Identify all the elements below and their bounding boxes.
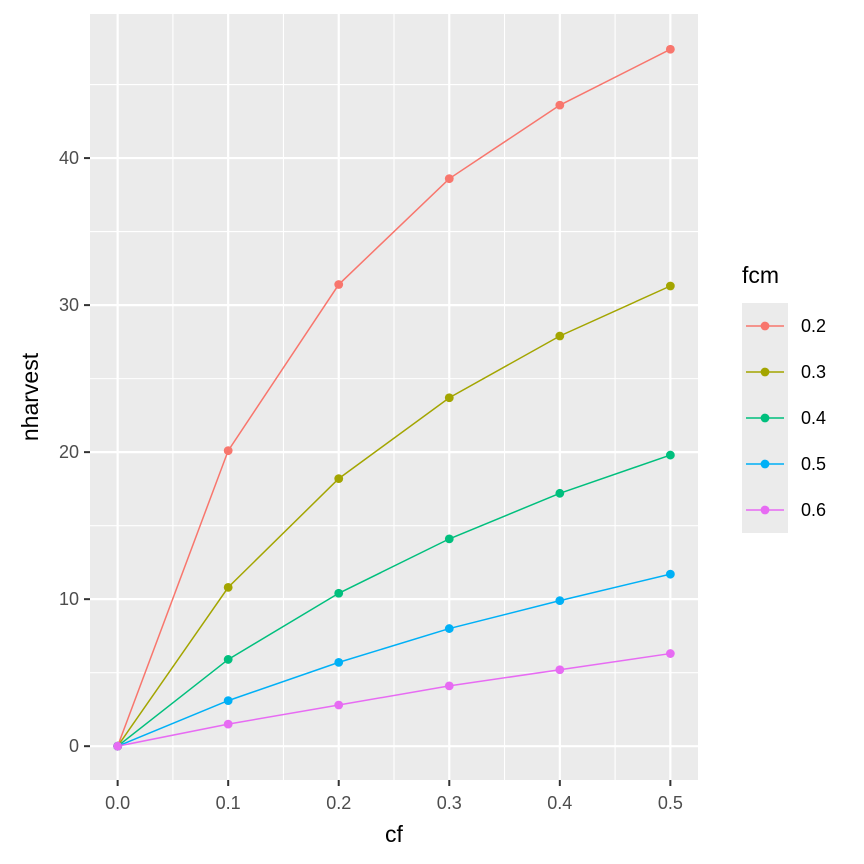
x-axis-title: cf	[385, 821, 404, 847]
series-points	[113, 44, 675, 751]
data-point	[444, 681, 454, 691]
data-point	[444, 393, 454, 403]
y-tick-label: 30	[59, 295, 79, 315]
data-point	[665, 450, 675, 460]
data-point	[555, 665, 565, 675]
legend: fcm 0.2 0.3 0.4 0.5 0.6	[742, 262, 826, 533]
series-line-0.5	[117, 573, 671, 747]
y-tick-label: 0	[69, 736, 79, 756]
y-tick-label: 40	[59, 148, 79, 168]
data-point	[444, 534, 454, 544]
data-point	[223, 719, 233, 729]
data-point	[113, 741, 123, 751]
data-point	[665, 569, 675, 579]
x-tick-label: 0.3	[437, 793, 462, 813]
data-point	[444, 624, 454, 633]
legend-label: 0.2	[801, 316, 826, 336]
series-line-0.2	[116, 48, 671, 747]
y-axis-title: nharvest	[17, 352, 43, 441]
legend-key-point	[760, 505, 770, 515]
data-point	[334, 474, 344, 483]
legend-label: 0.3	[801, 362, 826, 382]
data-point	[334, 700, 344, 710]
data-point	[223, 655, 233, 664]
legend-label: 0.6	[801, 500, 826, 520]
series-line-0.3	[117, 285, 671, 747]
x-axis: 0.0 0.1 0.2 0.3 0.4 0.5	[105, 780, 683, 813]
data-point	[223, 446, 233, 456]
data-point	[334, 588, 344, 598]
data-point	[223, 696, 233, 706]
data-point	[555, 100, 565, 110]
x-tick-label: 0.4	[547, 793, 572, 813]
data-point	[444, 174, 454, 184]
legend-key-point	[760, 321, 770, 331]
y-tick-label: 10	[59, 589, 79, 609]
x-tick-label: 0.5	[658, 793, 683, 813]
y-axis: 0 10 20 30 40	[59, 148, 90, 756]
series-line-0.4	[117, 454, 671, 747]
legend-label: 0.5	[801, 454, 826, 474]
x-tick-label: 0.0	[105, 793, 130, 813]
data-point	[555, 331, 565, 341]
data-point	[665, 281, 675, 291]
data-point	[223, 582, 233, 592]
x-tick-label: 0.2	[326, 793, 351, 813]
series-line-0.6	[117, 652, 671, 747]
series-lines	[116, 48, 671, 747]
data-point	[334, 657, 344, 667]
data-point	[665, 44, 675, 54]
legend-key-point	[760, 367, 770, 377]
legend-label: 0.4	[801, 408, 826, 428]
data-point	[665, 649, 675, 658]
legend-key-point	[760, 413, 770, 423]
data-point	[334, 280, 344, 289]
x-tick-label: 0.1	[216, 793, 241, 813]
y-tick-label: 20	[59, 442, 79, 462]
data-point	[555, 596, 565, 606]
legend-key-point	[760, 459, 770, 469]
data-point	[555, 488, 565, 498]
legend-title: fcm	[742, 262, 779, 288]
